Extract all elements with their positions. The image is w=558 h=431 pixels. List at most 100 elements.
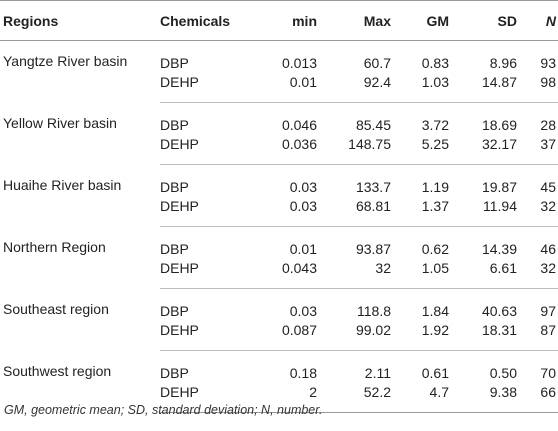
min-cell: 0.036 [255, 134, 317, 165]
n-cell: 32 [517, 258, 558, 289]
max-cell: 92.4 [317, 72, 391, 103]
region-group: Yangtze River basin DBP 0.013 60.7 0.83 … [0, 41, 558, 103]
min-cell: 0.043 [255, 258, 317, 289]
sd-cell: 32.17 [449, 134, 517, 165]
table-footnote: GM, geometric mean; SD, standard deviati… [4, 403, 323, 417]
max-cell: 93.87 [355, 240, 391, 257]
n-cell: 97 [540, 302, 556, 319]
max-cell: 32 [317, 258, 391, 289]
sd-cell: 9.38 [449, 382, 517, 413]
chemical-cell: DEHP [160, 382, 255, 413]
max-cell: 68.81 [317, 196, 391, 227]
n-cell: 66 [517, 382, 558, 413]
region-cell: Southeast region [3, 300, 109, 317]
gm-cell: 1.19 [421, 178, 449, 195]
table-row: DEHP 0.043 32 1.05 6.61 32 [0, 258, 558, 289]
region-cell: Northern Region [3, 238, 106, 255]
table-row: Southeast region DBP 0.03 118.8 1.84 40.… [0, 289, 558, 321]
region-group: Huaihe River basin DBP 0.03 133.7 1.19 1… [0, 165, 558, 227]
region-cell: Southwest region [3, 362, 112, 379]
min-cell: 0.03 [289, 302, 317, 319]
min-cell: 0.18 [289, 364, 317, 381]
max-cell: 99.02 [317, 320, 391, 351]
sd-cell: 14.87 [449, 72, 517, 103]
chemical-cell: DBP [160, 54, 189, 71]
min-cell: 0.03 [255, 196, 317, 227]
chemical-cell: DEHP [160, 196, 255, 227]
header-gm: GM [391, 0, 449, 41]
min-cell: 0.01 [289, 240, 317, 257]
header-n: N [517, 0, 558, 41]
n-cell: 70 [540, 364, 556, 381]
table-row: DEHP 0.01 92.4 1.03 14.87 98 [0, 72, 558, 103]
max-cell: 2.11 [364, 364, 391, 381]
header-min: min [255, 0, 317, 41]
data-table: Regions Chemicals min Max GM SD N Yangtz… [0, 0, 558, 413]
sd-cell: 11.94 [449, 196, 517, 227]
table-row: DEHP 2 52.2 4.7 9.38 66 [0, 382, 558, 413]
region-group: Northern Region DBP 0.01 93.87 0.62 14.3… [0, 227, 558, 289]
chemical-cell: DBP [160, 240, 189, 257]
chemical-cell: DBP [160, 116, 189, 133]
gm-cell: 1.37 [391, 196, 449, 227]
table-row: DEHP 0.03 68.81 1.37 11.94 32 [0, 196, 558, 227]
n-cell: 37 [517, 134, 558, 165]
table-row: Yellow River basin DBP 0.046 85.45 3.72 … [0, 103, 558, 135]
gm-cell: 1.92 [391, 320, 449, 351]
max-cell: 52.2 [317, 382, 391, 413]
n-cell: 28 [540, 116, 556, 133]
sd-cell: 19.87 [481, 178, 517, 195]
gm-cell: 0.62 [421, 240, 449, 257]
chemical-cell: DBP [160, 364, 189, 381]
gm-cell: 1.05 [391, 258, 449, 289]
min-cell: 2 [255, 382, 317, 413]
max-cell: 85.45 [355, 116, 391, 133]
region-cell: Huaihe River basin [3, 176, 122, 193]
min-cell: 0.087 [255, 320, 317, 351]
sd-cell: 0.50 [489, 364, 517, 381]
min-cell: 0.046 [281, 116, 317, 133]
header-row: Regions Chemicals min Max GM SD N [0, 0, 558, 41]
sd-cell: 40.63 [481, 302, 517, 319]
min-cell: 0.01 [255, 72, 317, 103]
max-cell: 148.75 [317, 134, 391, 165]
table-row: Huaihe River basin DBP 0.03 133.7 1.19 1… [0, 165, 558, 197]
min-cell: 0.03 [289, 178, 317, 195]
table-row: Northern Region DBP 0.01 93.87 0.62 14.3… [0, 227, 558, 259]
region-group: Yellow River basin DBP 0.046 85.45 3.72 … [0, 103, 558, 165]
chemical-cell: DEHP [160, 134, 255, 165]
sd-cell: 6.61 [449, 258, 517, 289]
min-cell: 0.013 [281, 54, 317, 71]
header-max: Max [317, 0, 391, 41]
table-row: DEHP 0.087 99.02 1.92 18.31 87 [0, 320, 558, 351]
table-row: Yangtze River basin DBP 0.013 60.7 0.83 … [0, 41, 558, 73]
n-cell: 87 [517, 320, 558, 351]
max-cell: 133.7 [355, 178, 391, 195]
gm-cell: 1.84 [421, 302, 449, 319]
n-cell: 98 [517, 72, 558, 103]
max-cell: 118.8 [357, 302, 391, 319]
chemical-cell: DBP [160, 178, 189, 195]
n-cell: 32 [517, 196, 558, 227]
region-group: Southeast region DBP 0.03 118.8 1.84 40.… [0, 289, 558, 351]
region-cell: Yellow River basin [3, 114, 117, 131]
gm-cell: 0.61 [421, 364, 449, 381]
n-cell: 93 [540, 54, 556, 71]
region-cell: Yangtze River basin [3, 53, 128, 69]
table-row: DEHP 0.036 148.75 5.25 32.17 37 [0, 134, 558, 165]
n-cell: 46 [540, 240, 556, 257]
table-row: Southwest region DBP 0.18 2.11 0.61 0.50… [0, 351, 558, 383]
sd-cell: 14.39 [481, 240, 517, 257]
n-cell: 45 [540, 178, 556, 195]
gm-cell: 5.25 [391, 134, 449, 165]
chemical-cell: DEHP [160, 258, 255, 289]
chemical-cell: DBP [160, 302, 189, 319]
sd-cell: 18.31 [449, 320, 517, 351]
chemical-cell: DEHP [160, 72, 255, 103]
region-group: Southwest region DBP 0.18 2.11 0.61 0.50… [0, 351, 558, 413]
sd-cell: 18.69 [481, 116, 517, 133]
gm-cell: 0.83 [421, 54, 449, 71]
header-chemicals: Chemicals [160, 0, 255, 41]
chemical-cell: DEHP [160, 320, 255, 351]
